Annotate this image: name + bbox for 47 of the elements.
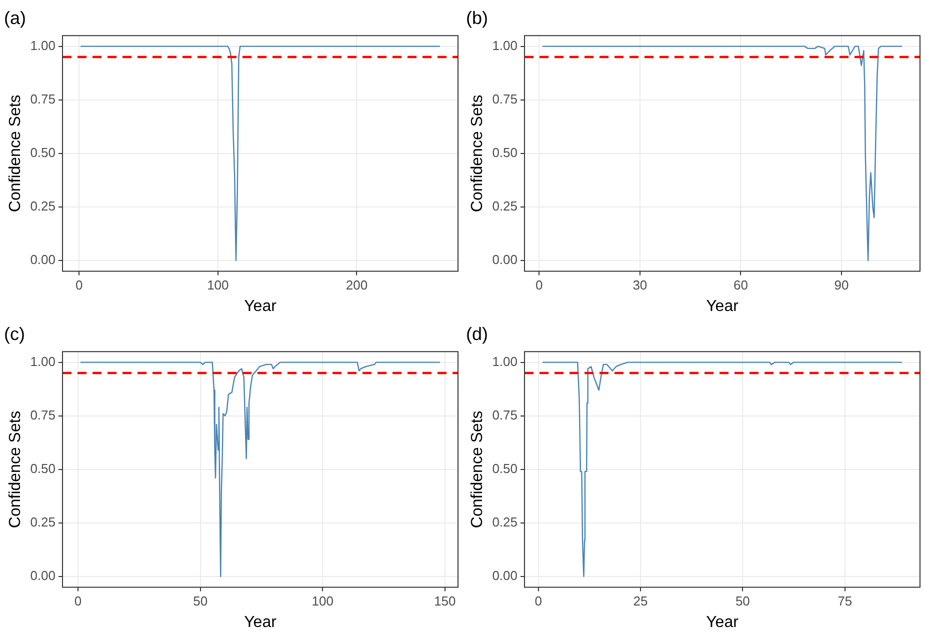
chart-title: (c) [4,324,25,344]
y-tick-label: 1.00 [492,354,518,369]
y-axis-title: Confidence Sets [7,94,24,212]
x-tick-label: 50 [735,594,750,609]
x-tick-label: 100 [312,594,334,609]
x-tick-label: 200 [346,278,368,293]
y-tick-label: 0.00 [30,252,56,268]
x-tick-label: 30 [632,278,648,293]
y-tick-label: 0.50 [30,460,56,476]
y-axis-title: Confidence Sets [469,94,486,212]
y-tick-label: 0.25 [30,514,56,530]
y-tick-label: 0.00 [492,252,518,268]
x-axis-title: Year [244,298,278,315]
y-tick-label: 0.75 [492,91,518,106]
x-tick-label: 90 [834,278,849,293]
x-tick-label: 0 [536,278,543,293]
y-tick-label: 0.50 [492,460,518,476]
y-tick-label: 0.50 [30,144,56,160]
x-tick-label: 100 [207,278,229,293]
y-axis-title: Confidence Sets [7,410,24,528]
y-tick-label: 0.00 [492,568,518,584]
x-tick-label: 25 [633,594,648,609]
y-tick-label: 0.25 [492,198,518,214]
x-tick-label: 0 [534,594,542,609]
x-axis-title: Year [244,614,278,631]
y-tick-label: 0.50 [492,144,518,160]
y-tick-label: 0.25 [30,198,56,214]
x-tick-label: 75 [838,594,852,609]
y-tick-label: 0.00 [30,568,56,584]
y-tick-label: 1.00 [492,38,518,53]
chart-title: (b) [466,8,488,28]
x-axis-title: Year [706,298,740,315]
y-tick-label: 0.75 [30,407,56,422]
x-tick-label: 60 [734,278,748,293]
y-tick-label: 1.00 [30,354,56,369]
chart-title: (a) [4,8,26,28]
x-tick-label: 0 [74,594,82,609]
y-tick-label: 0.25 [492,514,518,530]
y-tick-label: 0.75 [492,407,518,422]
x-tick-label: 50 [193,594,208,609]
x-tick-label: 150 [434,594,456,609]
x-axis-title: Year [706,614,740,631]
y-tick-label: 0.75 [30,91,56,106]
y-axis-title: Confidence Sets [469,410,486,528]
chart-title: (d) [466,324,488,344]
y-tick-label: 1.00 [30,38,56,53]
x-tick-label: 0 [76,278,83,293]
